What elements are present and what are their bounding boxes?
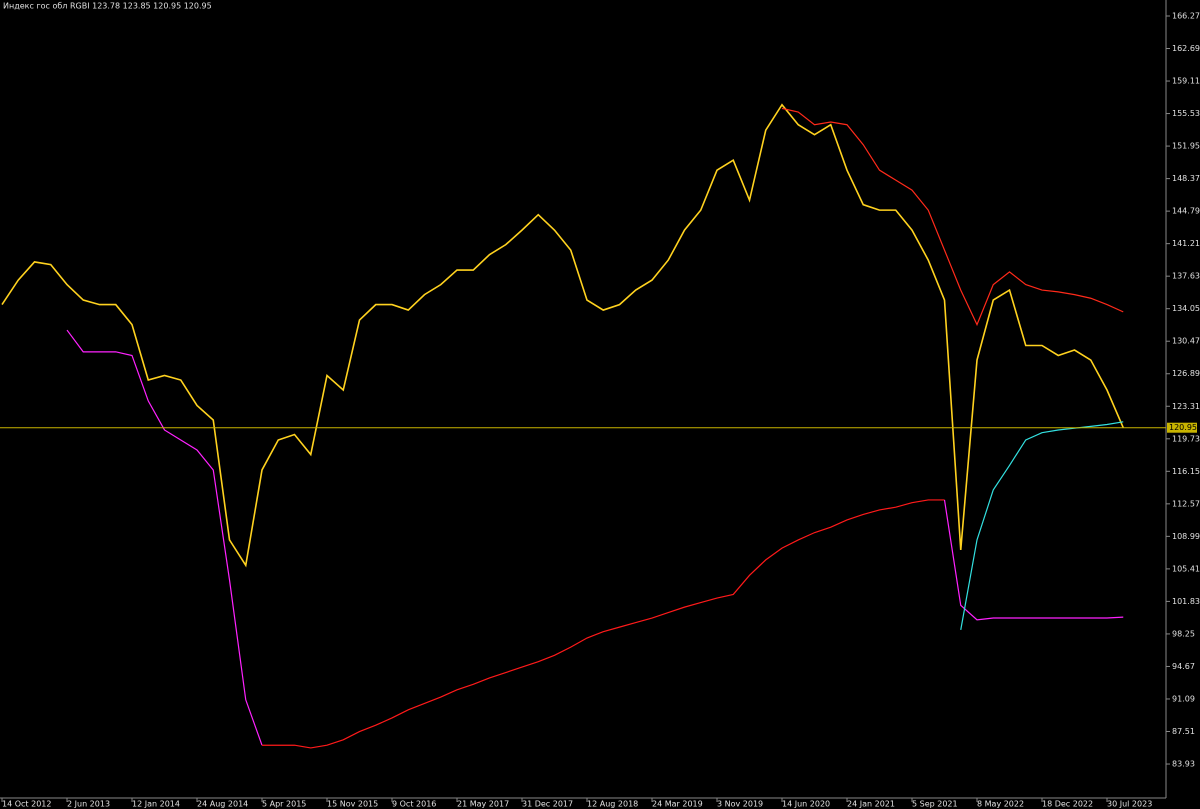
y-tick-label: 137.63 [1172, 272, 1200, 281]
y-tick-label: 151.95 [1172, 142, 1200, 151]
series-line [943, 499, 1124, 621]
y-tick-label: 126.89 [1172, 369, 1200, 378]
current-price-box [1167, 422, 1197, 433]
y-tick-label: 105.41 [1172, 564, 1200, 573]
current-price-label: 120.95 [1169, 423, 1197, 432]
y-tick-label: 134.05 [1172, 304, 1200, 313]
x-tick-label: 12 Aug 2018 [587, 800, 638, 809]
x-tick-label: 21 May 2017 [457, 800, 509, 809]
x-tick-label: 2 Jun 2013 [67, 800, 110, 809]
y-tick-label: 83.93 [1172, 760, 1195, 769]
x-tick-label: 12 Jan 2014 [132, 800, 180, 809]
y-tick-label: 162.69 [1172, 44, 1200, 53]
y-tick-label: 101.83 [1172, 597, 1200, 606]
series-line [781, 107, 1124, 327]
x-tick-label: 31 Dec 2017 [522, 800, 573, 809]
y-tick-label: 119.73 [1172, 434, 1200, 443]
y-tick-label: 112.57 [1172, 499, 1200, 508]
x-tick-label: 5 Sep 2021 [912, 800, 958, 809]
x-tick-label: 24 Mar 2019 [652, 800, 703, 809]
x-tick-label: 9 Oct 2016 [392, 800, 436, 809]
chart-title: Индекс гос обл RGBI 123.78 123.85 120.95… [3, 2, 212, 11]
x-tick-label: 24 Aug 2014 [197, 800, 248, 809]
x-tick-label: 18 Dec 2022 [1042, 800, 1093, 809]
y-tick-label: 148.37 [1172, 174, 1200, 183]
series-line [66, 329, 263, 746]
y-tick-label: 108.99 [1172, 532, 1200, 541]
y-tick-label: 123.31 [1172, 402, 1200, 411]
y-tick-label: 141.21 [1172, 239, 1200, 248]
x-tick-label: 14 Oct 2012 [2, 800, 51, 809]
y-tick-label: 116.15 [1172, 467, 1200, 476]
x-tick-label: 5 Apr 2015 [262, 800, 306, 809]
y-tick-label: 91.09 [1172, 694, 1195, 703]
series-line [1, 103, 1124, 568]
x-tick-label: 15 Nov 2015 [327, 800, 378, 809]
x-tick-label: 8 May 2022 [977, 800, 1024, 809]
x-tick-label: 3 Nov 2019 [717, 800, 763, 809]
x-tick-label: 14 Jun 2020 [782, 800, 830, 809]
y-tick-label: 166.27 [1172, 11, 1200, 20]
x-tick-label: 30 Jul 2023 [1107, 800, 1152, 809]
y-tick-label: 159.11 [1172, 77, 1200, 86]
y-tick-label: 155.53 [1172, 109, 1200, 118]
y-tick-label: 130.47 [1172, 337, 1200, 346]
series-line [960, 421, 1124, 630]
series-line [262, 499, 945, 749]
x-tick-label: 24 Jan 2021 [847, 800, 895, 809]
y-tick-label: 94.67 [1172, 662, 1195, 671]
y-tick-label: 144.79 [1172, 207, 1200, 216]
y-tick-label: 98.25 [1172, 629, 1195, 638]
y-tick-label: 87.51 [1172, 727, 1195, 736]
